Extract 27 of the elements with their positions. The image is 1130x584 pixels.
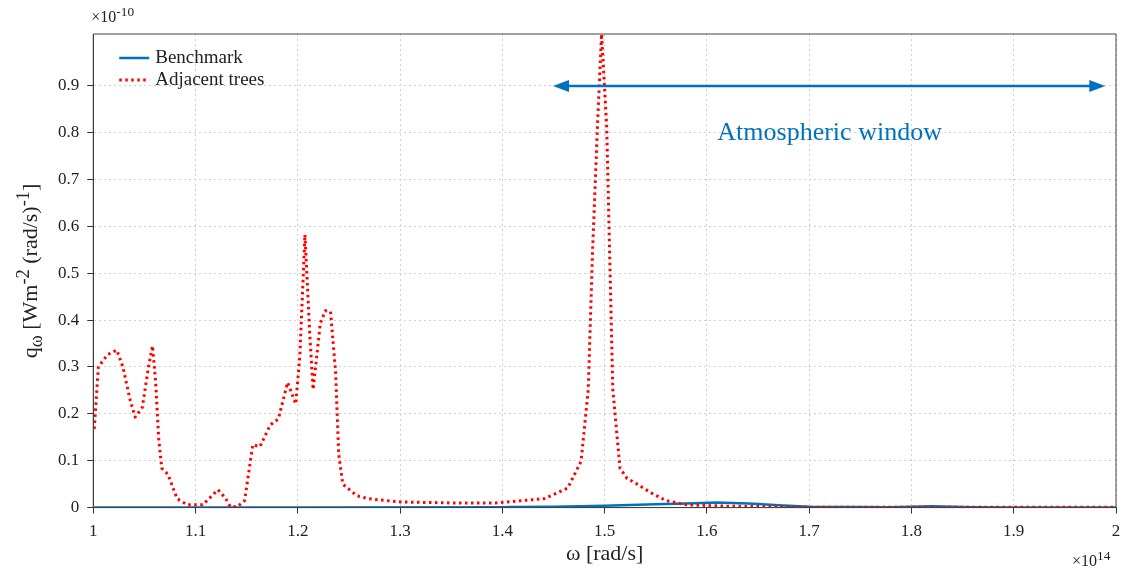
x-tick-label: 1	[89, 521, 98, 541]
x-axis-title: ω [rad/s]	[565, 539, 644, 566]
x-tick-label: 1.4	[491, 521, 514, 541]
x-tick-label: 1.9	[1003, 521, 1025, 541]
y-tick-label: 0.8	[58, 121, 80, 141]
annotation: Atmospheric window	[717, 116, 943, 146]
x-tick-label: 1.2	[287, 521, 309, 541]
y-tick-label: 0.9	[58, 75, 80, 95]
x-tick-label: 1.8	[900, 521, 923, 541]
y-tick-label: 0.3	[58, 356, 80, 376]
y-tick-label: 0	[70, 497, 80, 517]
y-tick-label: 0.4	[58, 309, 80, 329]
text: ×10$^{14}$	[1072, 547, 1111, 570]
x-tick-label: 1.6	[696, 521, 718, 541]
x-tick-label: 1.1	[184, 521, 207, 541]
x-tick-label: 1.5	[594, 521, 616, 541]
x-tick-label: 1.7	[798, 521, 821, 541]
y-tick-label: 0.1	[58, 450, 80, 470]
text: ×10$^{-10}$	[91, 4, 135, 27]
legend-label: Adjacent trees	[155, 67, 265, 89]
y-tick-label: 0.6	[58, 215, 80, 235]
y-tick-label: 0.5	[58, 262, 80, 282]
x-tick-label: 1.3	[389, 521, 411, 541]
legend-label: Benchmark	[155, 45, 244, 67]
x-tick-label: 2	[1111, 521, 1121, 541]
y-tick-label: 0.2	[58, 403, 80, 423]
y-tick-label: 0.7	[58, 168, 80, 188]
